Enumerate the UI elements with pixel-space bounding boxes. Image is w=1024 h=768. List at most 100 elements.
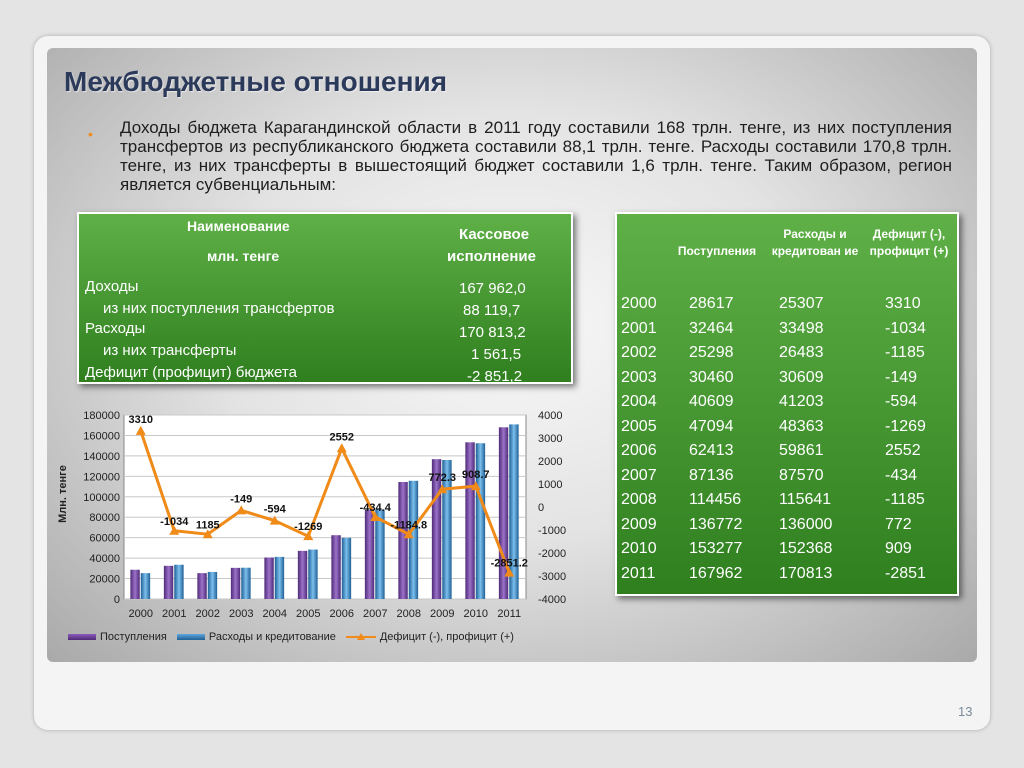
year-cell: 2004 (621, 393, 657, 410)
x-tick-label: 2008 (397, 608, 421, 620)
row-value: 167 962,0 (459, 280, 526, 297)
income-cell: 28617 (689, 295, 734, 312)
year-cell: 2003 (621, 368, 657, 386)
table-row: 2001 32464 33498 -1034 (617, 318, 957, 342)
balance-marker (504, 567, 515, 577)
expense-cell: 136000 (779, 515, 833, 533)
slide-title: Межбюджетные отношения (64, 66, 448, 97)
balance-cell: -2851 (885, 564, 926, 582)
x-tick-label: 2009 (430, 608, 454, 620)
balance-cell: 909 (885, 540, 912, 557)
income-bar (297, 550, 308, 599)
expense-bar (207, 571, 218, 599)
income-cell: 167962 (689, 564, 743, 582)
balance-marker (336, 443, 347, 453)
expense-bar (509, 424, 519, 599)
balance-marker (169, 525, 180, 535)
income-cell: 62413 (689, 442, 734, 459)
budget-chart: Млн. тенге 02000040000600008000010000012… (57, 410, 566, 620)
balance-data-label: -594 (264, 504, 287, 516)
balance-data-label: -1184.8 (390, 519, 427, 531)
year-cell: 2001 (621, 319, 657, 337)
y2-tick-label: -3000 (538, 571, 566, 583)
balance-cell: -1185 (885, 344, 925, 361)
income-bar (331, 535, 341, 599)
income-bar (398, 482, 408, 599)
expense-cell: 26483 (779, 344, 824, 361)
table-row: 2007 87136 87570 -434 (617, 465, 957, 489)
header-name-1: Наименование (187, 218, 290, 234)
balance-data-label: -1269 (294, 521, 322, 533)
year-cell: 2005 (621, 417, 657, 435)
balance-marker (236, 505, 247, 515)
balance-data-label: -149 (230, 493, 252, 505)
expense-bar (475, 443, 486, 599)
balance-cell: -1034 (885, 319, 926, 337)
income-cell: 40609 (689, 393, 734, 410)
bullet-icon: • (88, 126, 93, 142)
expense-bar (408, 480, 419, 599)
year-cell: 2002 (621, 344, 657, 361)
plot-area (123, 414, 527, 600)
income-cell: 87136 (689, 466, 734, 484)
y-tick-label: 160000 (83, 430, 120, 442)
yearly-budget-table: Поступления Расходы и кредитован ие Дефи… (615, 212, 959, 596)
col-header-income: Поступления (677, 244, 757, 258)
y-tick-label: 140000 (83, 451, 120, 463)
row-name: из них трансферты (103, 342, 237, 359)
balance-marker (303, 531, 314, 541)
row-name: из них поступления трансфертов (103, 300, 335, 317)
expense-cell: 25307 (779, 295, 824, 312)
x-tick-label: 2000 (129, 608, 153, 620)
y-tick-label: 40000 (89, 553, 120, 565)
table-row: 2000 28617 25307 3310 (617, 293, 957, 317)
y-tick-label: 60000 (89, 533, 120, 545)
y-tick-label: 120000 (83, 471, 120, 483)
balance-cell: -434 (885, 466, 918, 484)
balance-marker (403, 529, 414, 539)
x-tick-label: 2005 (296, 608, 320, 620)
slide-paragraph: Доходы бюджета Карагандинской области в … (120, 118, 952, 194)
year-cell: 2010 (621, 540, 657, 557)
expense-cell: 48363 (779, 417, 824, 435)
year-cell: 2007 (621, 466, 657, 484)
balance-cell: -594 (885, 393, 918, 410)
year-cell: 2008 (621, 491, 657, 508)
x-tick-label: 2007 (363, 608, 387, 620)
table-row: 2011 167962 170813 -2851 (617, 563, 957, 587)
col-header-expenses: Расходы и кредитован ие (771, 227, 859, 258)
income-bar (163, 565, 174, 599)
table-row: 2006 62413 59861 2552 (617, 440, 957, 464)
y2-tick-label: -1000 (538, 525, 566, 537)
income-cell: 25298 (689, 344, 734, 361)
header-name-2: млн. тенге (207, 248, 280, 264)
legend-balance: Дефицит (-), профицит (+) (379, 631, 514, 643)
balance-cell: -1185 (885, 491, 925, 508)
y2-tick-label: 4000 (538, 410, 562, 422)
row-value: 1 561,5 (471, 346, 522, 363)
legend-expenses: Расходы и кредитование (208, 631, 336, 643)
income-bar (264, 557, 274, 599)
balance-marker (269, 515, 280, 525)
x-tick-label: 2002 (196, 608, 220, 620)
table-row: 2009 136772 136000 772 (617, 514, 957, 538)
x-tick-label: 2006 (330, 608, 354, 620)
expense-bar (241, 567, 251, 599)
balance-marker (202, 529, 213, 539)
row-value: 88 119,7 (463, 302, 521, 319)
expense-cell: 30609 (779, 368, 824, 386)
expense-bar (274, 556, 285, 599)
page-number: 13 (958, 704, 973, 719)
chart-legend: Поступления Расходы и кредитование Дефиц… (68, 631, 514, 643)
balance-data-label: 2552 (330, 431, 354, 443)
income-bar (431, 459, 442, 599)
x-tick-label: 2010 (464, 608, 488, 620)
balance-data-label: -2851.2 (491, 558, 528, 570)
legend-swatch-expenses (176, 634, 205, 640)
y-tick-label: 20000 (89, 574, 120, 586)
balance-cell: 772 (885, 515, 912, 533)
income-cell: 32464 (689, 319, 734, 337)
income-cell: 114456 (689, 491, 742, 508)
y2-tick-label: -2000 (538, 548, 566, 560)
table-row: 2003 30460 30609 -149 (617, 367, 957, 391)
